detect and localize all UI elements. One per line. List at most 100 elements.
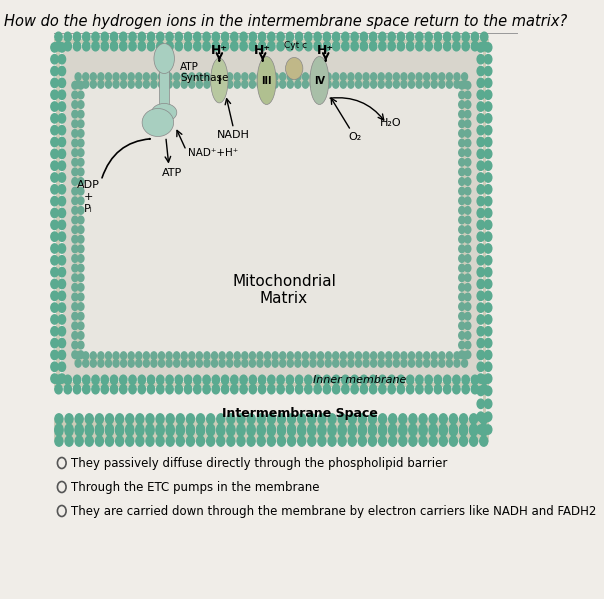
Circle shape — [115, 414, 124, 424]
Circle shape — [480, 414, 488, 424]
Circle shape — [464, 101, 471, 108]
Circle shape — [277, 32, 284, 41]
Circle shape — [308, 424, 316, 434]
Circle shape — [72, 245, 78, 253]
Circle shape — [231, 41, 238, 51]
Circle shape — [95, 424, 103, 434]
Circle shape — [484, 161, 492, 170]
Circle shape — [78, 129, 84, 137]
Circle shape — [459, 149, 464, 156]
Circle shape — [434, 385, 442, 394]
Circle shape — [126, 424, 133, 434]
Circle shape — [51, 184, 58, 194]
Circle shape — [286, 58, 303, 80]
Circle shape — [72, 81, 78, 89]
Circle shape — [295, 73, 301, 80]
Circle shape — [484, 350, 492, 359]
Circle shape — [423, 352, 429, 359]
Circle shape — [268, 414, 275, 424]
Circle shape — [340, 352, 346, 359]
Circle shape — [158, 352, 164, 359]
Circle shape — [439, 359, 445, 367]
Circle shape — [393, 352, 399, 359]
Circle shape — [92, 41, 99, 51]
Circle shape — [459, 274, 464, 282]
Circle shape — [257, 359, 263, 367]
Circle shape — [265, 73, 271, 80]
Circle shape — [358, 436, 367, 446]
Circle shape — [58, 279, 66, 289]
Circle shape — [72, 264, 78, 272]
Circle shape — [416, 375, 423, 385]
Circle shape — [401, 73, 407, 80]
Circle shape — [371, 80, 377, 88]
Circle shape — [259, 32, 266, 41]
Circle shape — [470, 426, 478, 436]
Circle shape — [78, 313, 84, 320]
Circle shape — [459, 187, 464, 195]
Circle shape — [460, 414, 467, 424]
Circle shape — [176, 414, 184, 424]
Circle shape — [360, 385, 368, 394]
Circle shape — [484, 279, 492, 289]
Circle shape — [175, 32, 182, 41]
Circle shape — [111, 32, 118, 41]
Circle shape — [446, 80, 452, 88]
Circle shape — [298, 414, 306, 424]
Circle shape — [439, 424, 448, 434]
Circle shape — [72, 178, 78, 185]
Circle shape — [51, 161, 58, 170]
Circle shape — [388, 385, 396, 394]
Circle shape — [446, 359, 452, 367]
Circle shape — [65, 424, 73, 434]
Circle shape — [85, 426, 93, 436]
Circle shape — [484, 114, 492, 123]
Circle shape — [464, 159, 471, 166]
Circle shape — [249, 32, 257, 41]
Circle shape — [277, 385, 284, 394]
Circle shape — [113, 80, 119, 88]
Circle shape — [78, 159, 84, 166]
Circle shape — [240, 32, 247, 41]
Circle shape — [78, 81, 84, 89]
Circle shape — [323, 32, 330, 41]
Circle shape — [242, 73, 248, 80]
Circle shape — [72, 110, 78, 118]
Circle shape — [106, 424, 114, 434]
Circle shape — [189, 80, 195, 88]
Circle shape — [481, 385, 488, 394]
Circle shape — [484, 220, 492, 229]
Circle shape — [342, 41, 349, 51]
Circle shape — [464, 255, 471, 262]
Circle shape — [203, 41, 210, 51]
Circle shape — [234, 352, 240, 359]
Circle shape — [72, 255, 78, 262]
Bar — [54, 421, 489, 426]
Circle shape — [454, 359, 460, 367]
Circle shape — [72, 216, 78, 224]
Circle shape — [298, 436, 306, 446]
Circle shape — [439, 80, 445, 88]
Circle shape — [443, 41, 451, 51]
Circle shape — [51, 66, 58, 75]
Circle shape — [72, 322, 78, 329]
Circle shape — [481, 41, 488, 51]
Circle shape — [332, 32, 340, 41]
Circle shape — [113, 359, 119, 367]
Circle shape — [477, 208, 484, 217]
Circle shape — [272, 359, 278, 367]
Circle shape — [51, 232, 58, 241]
Circle shape — [459, 226, 464, 234]
Circle shape — [484, 149, 492, 159]
Circle shape — [249, 375, 257, 385]
Circle shape — [173, 73, 179, 80]
Circle shape — [416, 352, 422, 359]
Bar — [63, 47, 480, 379]
Circle shape — [363, 359, 369, 367]
Circle shape — [277, 414, 286, 424]
Circle shape — [318, 426, 326, 436]
Circle shape — [51, 208, 58, 217]
Circle shape — [310, 352, 316, 359]
Circle shape — [92, 385, 99, 394]
Circle shape — [389, 414, 397, 424]
